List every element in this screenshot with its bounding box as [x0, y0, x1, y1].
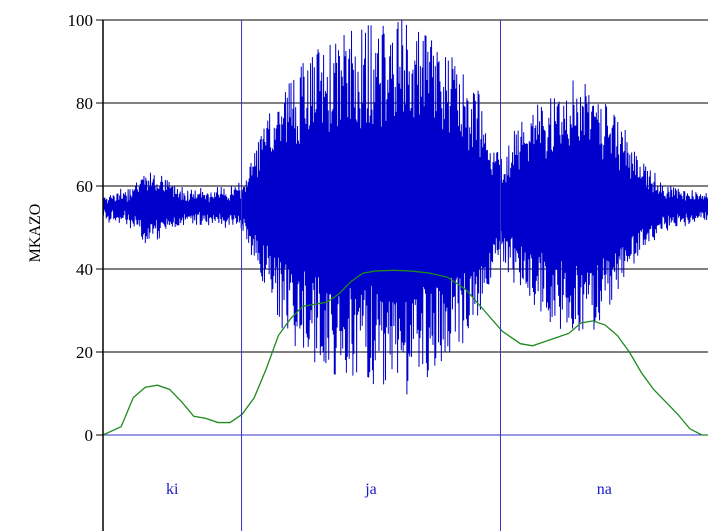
y-tick-labels: 0 20 40 60 80 100: [68, 11, 94, 445]
y-tick-label: 20: [76, 343, 93, 362]
waveform: [102, 19, 708, 395]
y-tick-label: 40: [76, 260, 93, 279]
segment-label-ja: ja: [364, 481, 377, 498]
y-tick-label: 80: [76, 94, 93, 113]
y-tick-label: 100: [68, 11, 94, 30]
y-tick-label: 60: [76, 177, 93, 196]
y-tick-label: 0: [85, 426, 94, 445]
y-axis-label: MKAZO: [27, 204, 44, 263]
segment-boundaries: [241, 20, 501, 531]
waveform-trace: [102, 19, 708, 395]
pitch-line: [102, 269, 708, 436]
segment-label-ki: ki: [166, 481, 179, 498]
segment-label-na: na: [597, 481, 612, 498]
segment-labels: ki ja na: [166, 481, 612, 498]
pitch-series: [102, 269, 708, 436]
